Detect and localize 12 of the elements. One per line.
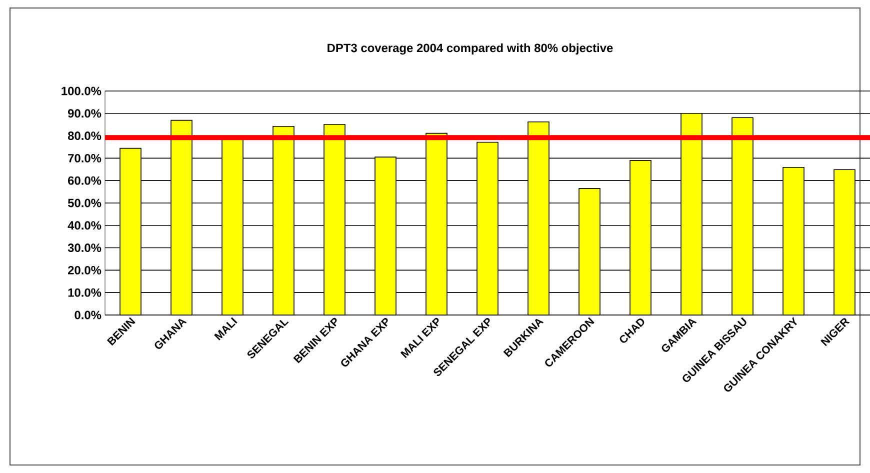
y-tick-label: 100.0% <box>62 86 102 96</box>
chart-title: DPT3 coverage 2004 compared with 80% objective <box>328 43 613 55</box>
y-tick-label: 20.0% <box>68 266 102 274</box>
y-tick-label: 50.0% <box>68 198 102 208</box>
y-tick-label: 40.0% <box>68 221 102 230</box>
y-tick-label: 80.0% <box>68 132 102 140</box>
y-tick-label: 0.0% <box>74 310 102 320</box>
y-tick-label: 30.0% <box>68 244 102 252</box>
y-tick-label: 70.0% <box>68 154 102 162</box>
y-tick-label: 90.0% <box>68 109 102 118</box>
y-tick-label: 10.0% <box>68 288 102 297</box>
y-tick-label: 60.0% <box>68 176 102 185</box>
